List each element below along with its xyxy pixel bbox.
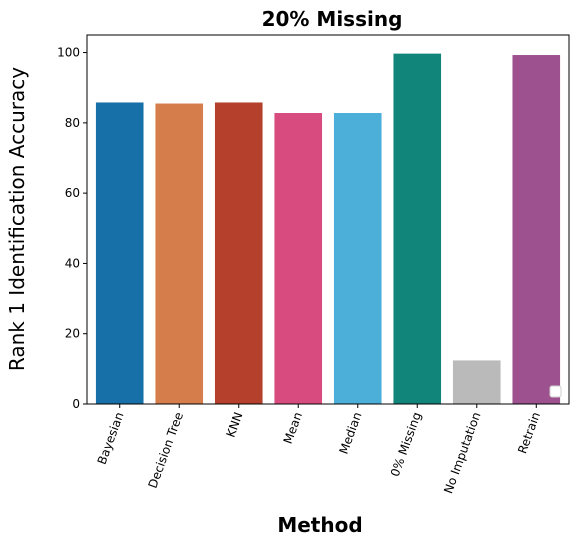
y-tick-label: 60 (65, 186, 80, 200)
bar-0-missing (393, 53, 442, 404)
bar-median (333, 113, 382, 405)
bar-bayesian (95, 102, 144, 404)
plot-frame (86, 34, 570, 405)
legend-box (549, 385, 562, 398)
x-tick-label: Decision Tree (146, 410, 186, 490)
bars-group (95, 53, 561, 405)
y-tick-label: 80 (65, 116, 80, 130)
bar-knn (214, 102, 263, 404)
x-tick-label: Retrain (515, 410, 543, 455)
x-tick-label: 0% Missing (388, 410, 424, 478)
bar-decision-tree (155, 103, 204, 404)
y-axis-label: Rank 1 Identification Accuracy (5, 67, 29, 371)
y-tick-label: 0 (72, 397, 80, 411)
x-tick-label: No Imputation (441, 410, 483, 495)
y-tick-label: 20 (65, 327, 80, 341)
x-axis: Bayesian Decision Tree KNN Mean Median 0% Mis… (95, 404, 543, 496)
x-tick-label: Bayesian (95, 410, 127, 466)
x-tick-label: Mean (281, 410, 305, 446)
bar-no-imputation (452, 360, 501, 404)
chart-title: 20% Missing (262, 7, 403, 31)
y-axis: 0 20 40 60 80 100 (57, 46, 87, 411)
bar-retrain (512, 55, 561, 404)
x-axis-label: Method (277, 513, 362, 537)
bar-mean (274, 113, 323, 405)
y-tick-label: 40 (65, 256, 80, 270)
x-tick-label: KNN (224, 410, 246, 439)
y-tick-label: 100 (57, 46, 80, 60)
x-tick-label: Median (336, 410, 364, 456)
